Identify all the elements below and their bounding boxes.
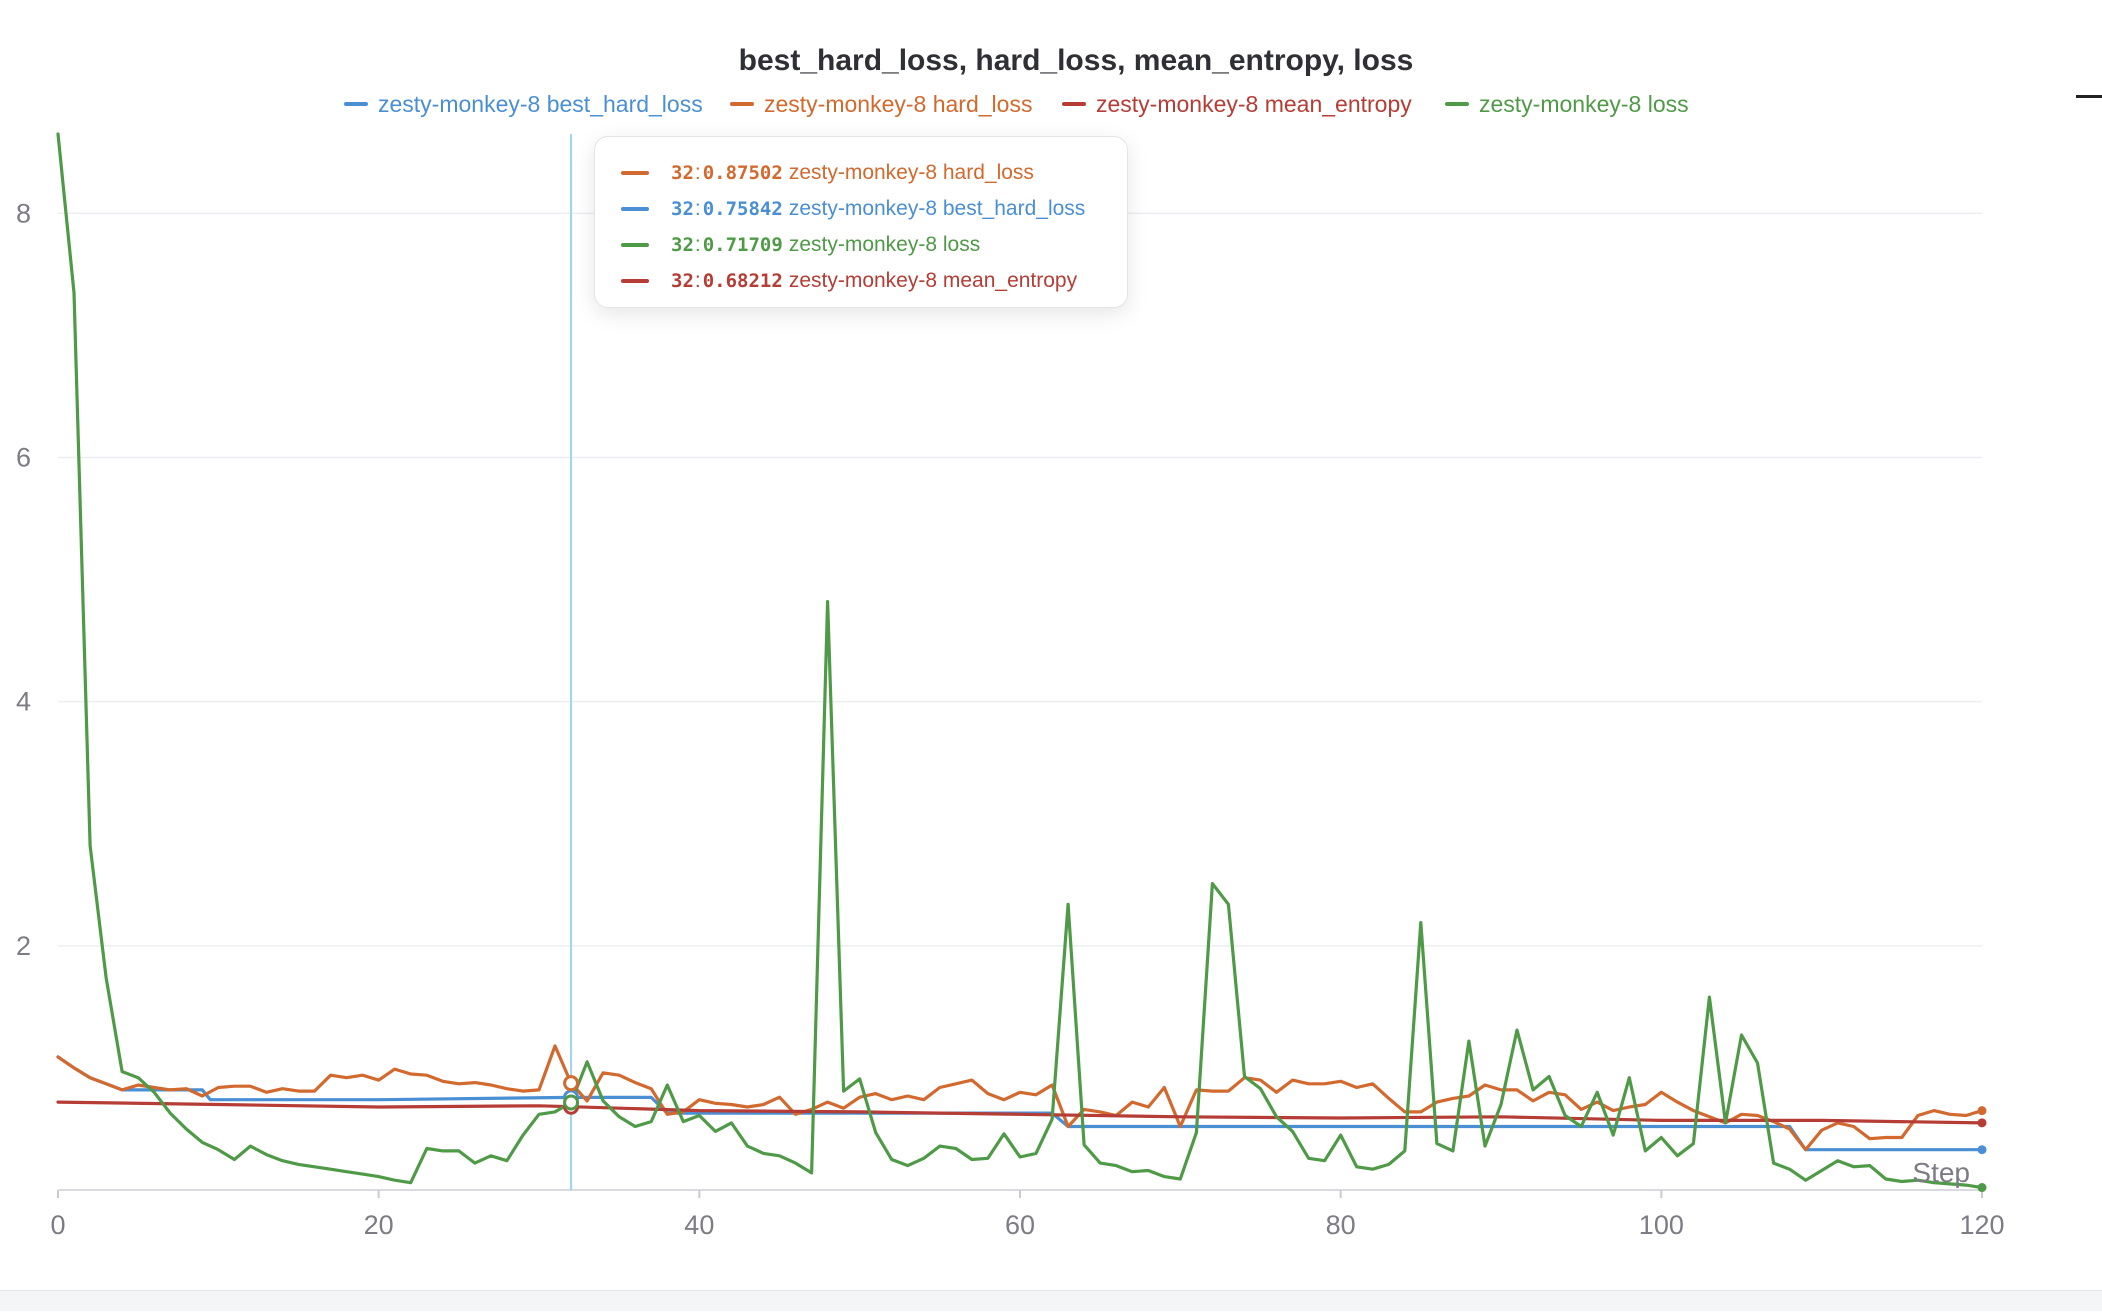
- series-line-mean-entropy: [56, 1100, 1984, 1125]
- tooltip-value: 0.71709: [702, 234, 783, 256]
- tooltip-value: 0.87502: [702, 162, 783, 184]
- tooltip-separator: :: [694, 161, 701, 184]
- panel-footer: [0, 1290, 2102, 1311]
- x-tick-label: 60: [1005, 1210, 1035, 1240]
- series-end-dot-hard-loss: [1977, 1106, 1987, 1116]
- series-end-dot-loss: [1977, 1183, 1987, 1193]
- panel-edge-marker: [2076, 95, 2102, 98]
- tooltip-swatch: [621, 207, 649, 211]
- series-line-loss: [56, 132, 1984, 1190]
- x-tick-label: 20: [364, 1210, 394, 1240]
- y-axis: 2 4 6 8: [16, 198, 31, 960]
- tooltip-separator: :: [694, 197, 701, 220]
- legend-entry: zesty-monkey-8 mean_entropy: [1096, 91, 1412, 117]
- legend-entry: zesty-monkey-8 loss: [1479, 91, 1689, 117]
- tooltip-row: 32:0.71709 zesty-monkey-8 loss: [621, 227, 1127, 263]
- x-tick-label: 80: [1326, 1210, 1356, 1240]
- tooltip-row: 32:0.68212 zesty-monkey-8 mean_entropy: [621, 263, 1127, 299]
- tooltip-step: 32: [671, 234, 694, 256]
- y-tick-label: 6: [16, 443, 31, 473]
- tooltip-step: 32: [671, 198, 694, 220]
- gridlines: [58, 212, 1982, 947]
- chart-title: best_hard_loss, hard_loss, mean_entropy,…: [739, 44, 1414, 77]
- hover-point: [563, 1094, 580, 1111]
- tooltip-row: 32:0.75842 zesty-monkey-8 best_hard_loss: [621, 191, 1127, 227]
- x-axis: 0 20 40 60 80 100 120: [50, 1189, 2005, 1240]
- tooltip-swatch: [621, 243, 649, 247]
- series-end-dot-best-hard-loss: [1977, 1145, 1987, 1155]
- y-tick-label: 8: [16, 198, 31, 228]
- y-tick-label: 4: [16, 687, 31, 717]
- x-tick-label: 0: [50, 1210, 65, 1240]
- hover-point: [563, 1075, 580, 1092]
- series-line-hard-loss: [56, 1044, 1984, 1152]
- series-lines: [56, 132, 1987, 1193]
- legend-entry: zesty-monkey-8 best_hard_loss: [378, 91, 703, 117]
- tooltip-separator: :: [694, 269, 701, 292]
- tooltip-value: 0.68212: [702, 270, 783, 292]
- tooltip-step: 32: [671, 162, 694, 184]
- x-axis-label: Step: [1912, 1157, 1970, 1188]
- tooltip-series-name: zesty-monkey-8 best_hard_loss: [788, 197, 1086, 220]
- tooltip-row: 32:0.87502 zesty-monkey-8 hard_loss: [621, 155, 1127, 191]
- tooltip-separator: :: [694, 233, 701, 256]
- legend-entry: zesty-monkey-8 hard_loss: [764, 91, 1032, 117]
- tooltip-series-name: zesty-monkey-8 mean_entropy: [788, 269, 1078, 292]
- series-end-dot-mean-entropy: [1977, 1118, 1987, 1128]
- x-tick-label: 120: [1959, 1210, 2004, 1240]
- tooltip-value: 0.75842: [702, 198, 783, 220]
- tooltip-series-name: zesty-monkey-8 loss: [788, 233, 981, 256]
- x-tick-label: 40: [684, 1210, 714, 1240]
- legend: zesty-monkey-8 best_hard_loss zesty-monke…: [344, 91, 1689, 117]
- y-tick-label: 2: [16, 931, 31, 961]
- tooltip-swatch: [621, 171, 649, 175]
- tooltip-step: 32: [671, 270, 694, 292]
- x-tick-label: 100: [1639, 1210, 1684, 1240]
- tooltip-series-name: zesty-monkey-8 hard_loss: [788, 161, 1034, 184]
- chart-header: best_hard_loss, hard_loss, mean_entropy,…: [739, 44, 1970, 1188]
- hover-layer: [563, 134, 580, 1190]
- tooltip-swatch: [621, 279, 649, 283]
- hover-tooltip: 32:0.87502 zesty-monkey-8 hard_loss 32:0.7…: [594, 136, 1128, 308]
